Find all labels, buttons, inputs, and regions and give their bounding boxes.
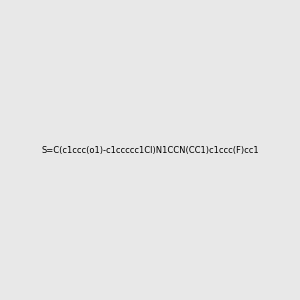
Text: S=C(c1ccc(o1)-c1ccccc1Cl)N1CCN(CC1)c1ccc(F)cc1: S=C(c1ccc(o1)-c1ccccc1Cl)N1CCN(CC1)c1ccc… [41, 146, 259, 154]
